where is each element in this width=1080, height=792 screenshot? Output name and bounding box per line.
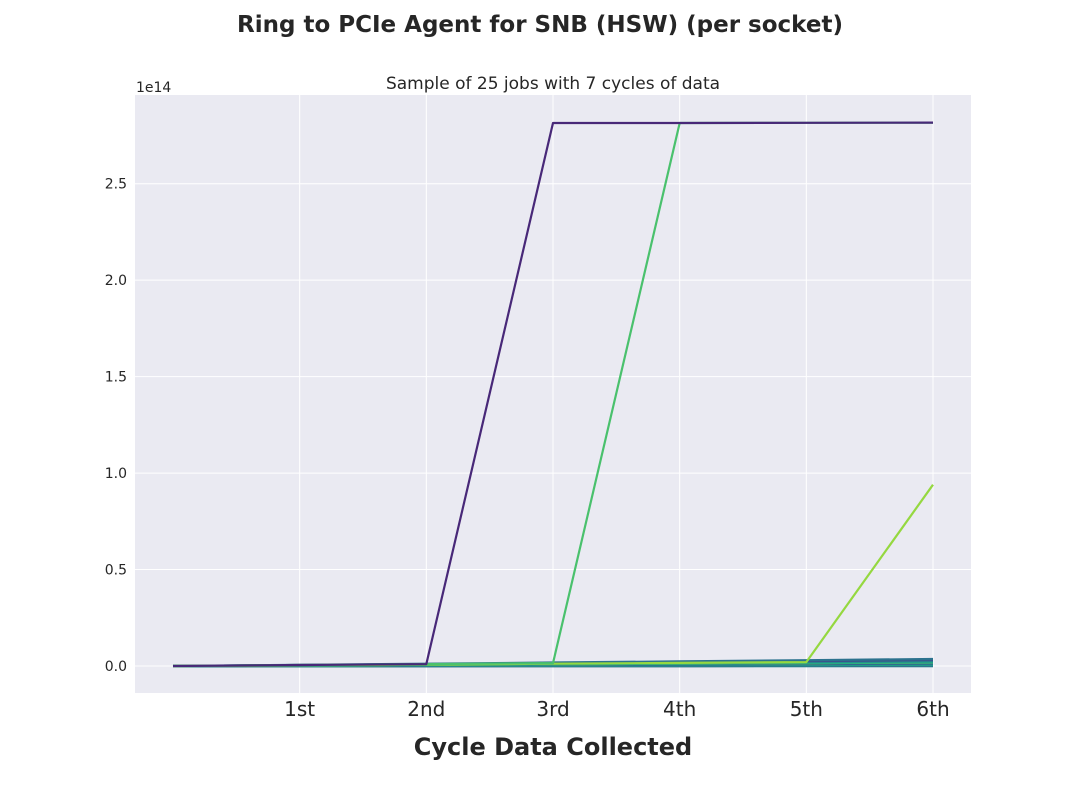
x-tick-label: 2nd <box>407 697 445 721</box>
y-tick-label: 2.0 <box>105 273 127 289</box>
x-tick-label: 6th <box>916 697 949 721</box>
series-line <box>172 121 934 668</box>
y-tick-label: 1.5 <box>105 370 127 386</box>
y-tick-label: 2.5 <box>105 177 127 193</box>
chart-title: Ring to PCIe Agent for SNB (HSW) (per so… <box>237 12 843 38</box>
x-tick-label: 4th <box>663 697 696 721</box>
y-tick-label: 0.5 <box>105 563 127 579</box>
y-tick-label: 1.0 <box>105 466 127 482</box>
y-tick-label: 0.0 <box>105 659 127 675</box>
y-offset-label: 1e14 <box>136 80 171 96</box>
series-lines <box>172 121 934 668</box>
x-axis-label: Cycle Data Collected <box>414 733 692 761</box>
chart-subtitle: Sample of 25 jobs with 7 cycles of data <box>386 74 720 94</box>
x-tick-label: 5th <box>790 697 823 721</box>
x-tick-label: 1st <box>284 697 315 721</box>
tick-labels: 1st 2nd 3rd 4th 5th 6th 0.0 0.5 1.0 1.5 2.0 2.5 <box>105 177 950 721</box>
x-tick-label: 3rd <box>536 697 569 721</box>
